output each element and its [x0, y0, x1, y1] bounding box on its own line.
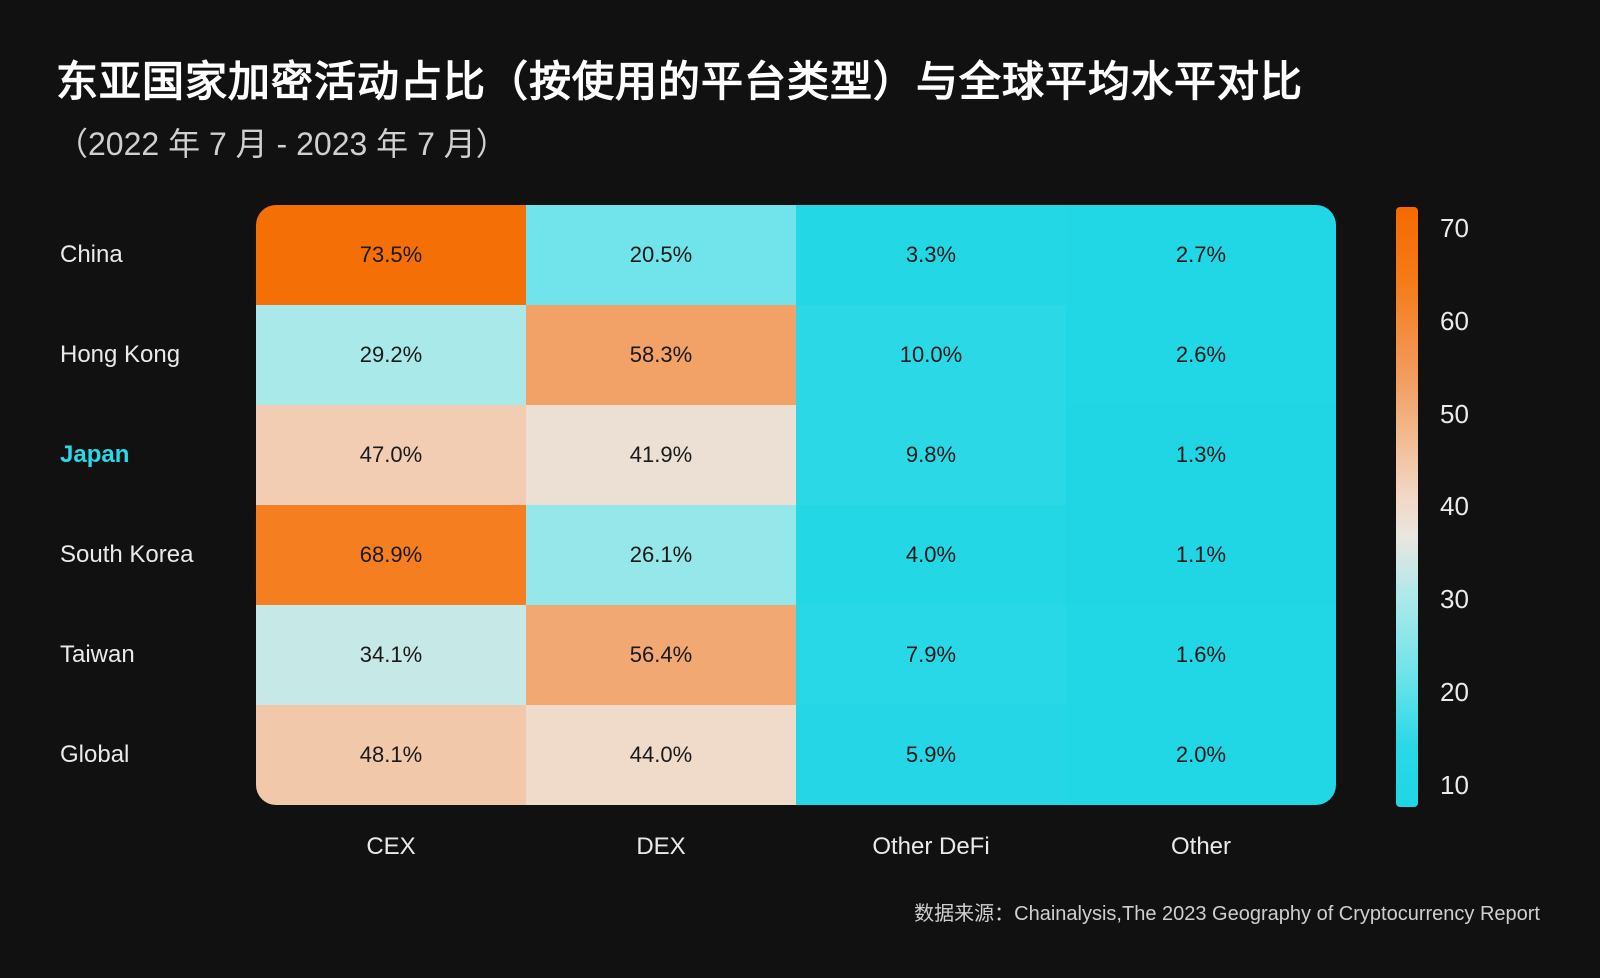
- legend-tick: 20: [1440, 677, 1469, 708]
- data-source: 数据来源：Chainalysis,The 2023 Geography of C…: [914, 897, 1540, 926]
- column-labels: CEXDEXOther DeFiOther: [256, 833, 1336, 861]
- heatmap-cell: 3.3%: [796, 205, 1066, 305]
- heatmap-cell: 56.4%: [526, 605, 796, 705]
- heatmap-cell: 68.9%: [256, 505, 526, 605]
- heatmap-cell: 5.9%: [796, 705, 1066, 805]
- row-labels: ChinaHong KongJapanSouth KoreaTaiwanGlob…: [56, 205, 256, 805]
- row-label: Taiwan: [56, 605, 256, 705]
- heatmap-cell: 26.1%: [526, 505, 796, 605]
- row-label: China: [56, 205, 256, 305]
- heatmap-cell: 58.3%: [526, 305, 796, 405]
- heatmap-cell: 1.1%: [1066, 505, 1336, 605]
- legend-tick: 50: [1440, 399, 1469, 430]
- color-legend: 70 60 50 40 30 20 10: [1396, 207, 1469, 807]
- legend-gradient-bar: [1396, 207, 1418, 807]
- heatmap-cell: 41.9%: [526, 405, 796, 505]
- column-label: CEX: [256, 833, 526, 861]
- heatmap-cell: 48.1%: [256, 705, 526, 805]
- chart-subtitle: （2022 年 7 月 - 2023 年 7 月）: [56, 119, 1544, 165]
- heatmap-cell: 44.0%: [526, 705, 796, 805]
- heatmap: ChinaHong KongJapanSouth KoreaTaiwanGlob…: [56, 205, 1336, 861]
- legend-tick: 10: [1440, 770, 1469, 801]
- heatmap-cell: 7.9%: [796, 605, 1066, 705]
- legend-tick: 60: [1440, 306, 1469, 337]
- column-label: Other: [1066, 833, 1336, 861]
- heatmap-cell: 9.8%: [796, 405, 1066, 505]
- content-row: ChinaHong KongJapanSouth KoreaTaiwanGlob…: [56, 205, 1544, 861]
- heatmap-cell: 10.0%: [796, 305, 1066, 405]
- heatmap-cell: 1.6%: [1066, 605, 1336, 705]
- row-label: Japan: [56, 405, 256, 505]
- heatmap-cell: 2.7%: [1066, 205, 1336, 305]
- column-label: Other DeFi: [796, 833, 1066, 861]
- heatmap-cell: 2.6%: [1066, 305, 1336, 405]
- row-label: Global: [56, 705, 256, 805]
- page-root: 东亚国家加密活动占比（按使用的平台类型）与全球平均水平对比 （2022 年 7 …: [0, 0, 1600, 978]
- legend-tick: 30: [1440, 584, 1469, 615]
- row-label: South Korea: [56, 505, 256, 605]
- row-label: Hong Kong: [56, 305, 256, 405]
- chart-title: 东亚国家加密活动占比（按使用的平台类型）与全球平均水平对比: [56, 48, 1544, 109]
- heatmap-grid: 73.5%20.5%3.3%2.7% 29.2%58.3%10.0%2.6% 47.…: [256, 205, 1336, 805]
- heatmap-cell: 47.0%: [256, 405, 526, 505]
- legend-ticks: 70 60 50 40 30 20 10: [1440, 207, 1469, 807]
- heatmap-cell: 2.0%: [1066, 705, 1336, 805]
- heatmap-cell: 34.1%: [256, 605, 526, 705]
- heatmap-cell: 4.0%: [796, 505, 1066, 605]
- legend-tick: 70: [1440, 213, 1469, 244]
- column-label: DEX: [526, 833, 796, 861]
- heatmap-cell: 1.3%: [1066, 405, 1336, 505]
- heatmap-cell: 73.5%: [256, 205, 526, 305]
- legend-tick: 40: [1440, 491, 1469, 522]
- heatmap-cell: 29.2%: [256, 305, 526, 405]
- heatmap-cell: 20.5%: [526, 205, 796, 305]
